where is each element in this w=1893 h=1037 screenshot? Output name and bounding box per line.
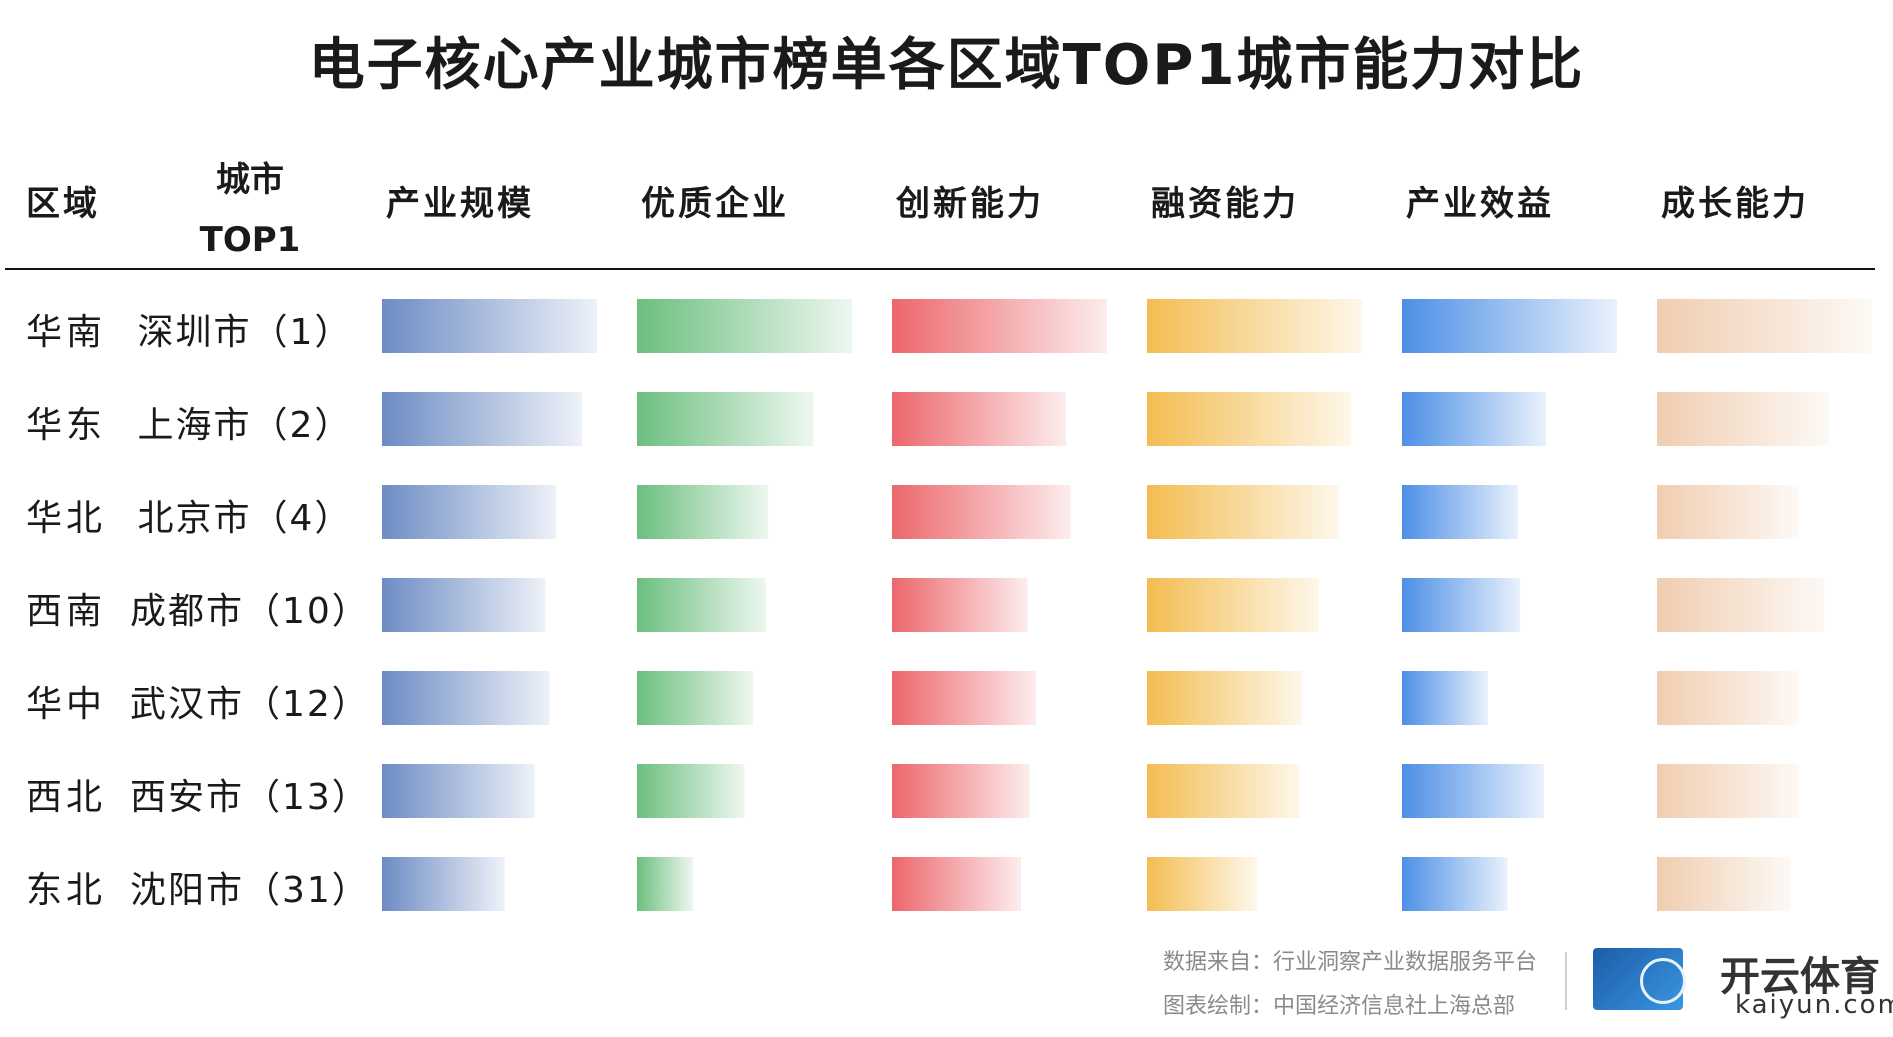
bar-row6-metric5 (1657, 857, 1791, 911)
bar-row2-metric3 (1147, 485, 1339, 539)
bar-row6-metric0 (382, 857, 505, 911)
watermark-url: kaiyun.com (1735, 990, 1893, 1020)
bar-row2-metric5 (1657, 485, 1799, 539)
header-metric-0: 产业规模 (386, 184, 534, 224)
header-metric-4: 产业效益 (1406, 184, 1554, 224)
row-city-5: 西安市（13） (130, 777, 370, 818)
bar-row5-metric0 (382, 764, 535, 818)
bar-row4-metric2 (892, 671, 1037, 725)
bar-row4-metric3 (1147, 671, 1302, 725)
bar-row2-metric1 (637, 485, 769, 539)
bar-row2-metric2 (892, 485, 1071, 539)
row-city-4: 武汉市（12） (130, 684, 370, 725)
row-region-6: 东北 (26, 870, 107, 911)
bar-row0-metric3 (1147, 299, 1362, 353)
bar-row4-metric1 (637, 671, 754, 725)
bar-row3-metric4 (1402, 578, 1521, 632)
row-city-0: 深圳市（1） (137, 312, 353, 353)
bar-row1-metric5 (1657, 392, 1829, 446)
watermark-brand: 开云体育 (1720, 954, 1880, 1000)
row-city-6: 沈阳市（31） (130, 870, 370, 911)
bar-row5-metric2 (892, 764, 1030, 818)
bar-row2-metric4 (1402, 485, 1519, 539)
bar-row0-metric0 (382, 299, 597, 353)
header-metric-2: 创新能力 (896, 184, 1044, 224)
row-region-0: 华南 (26, 312, 107, 353)
row-city-2: 北京市（4） (137, 498, 353, 539)
header-metric-1: 优质企业 (641, 184, 789, 224)
bar-row0-metric1 (637, 299, 852, 353)
header-city: 城市 TOP1 (180, 150, 320, 270)
bar-row3-metric1 (637, 578, 766, 632)
header-divider (5, 268, 1875, 270)
row-region-3: 西南 (26, 591, 107, 632)
bar-row1-metric4 (1402, 392, 1547, 446)
row-region-2: 华北 (26, 498, 107, 539)
header-region: 区域 (26, 184, 100, 224)
row-region-5: 西北 (26, 777, 107, 818)
bar-row1-metric1 (637, 392, 814, 446)
bar-row3-metric5 (1657, 578, 1825, 632)
bar-row5-metric3 (1147, 764, 1300, 818)
bar-row1-metric2 (892, 392, 1067, 446)
bar-row3-metric3 (1147, 578, 1319, 632)
bar-row0-metric5 (1657, 299, 1872, 353)
row-city-3: 成都市（10） (130, 591, 370, 632)
bar-row2-metric0 (382, 485, 557, 539)
globe-icon (1640, 958, 1686, 1004)
bar-row4-metric5 (1657, 671, 1799, 725)
bar-row6-metric4 (1402, 857, 1508, 911)
bar-row0-metric4 (1402, 299, 1617, 353)
bar-row0-metric2 (892, 299, 1107, 353)
row-region-4: 华中 (26, 684, 107, 725)
bar-row1-metric0 (382, 392, 582, 446)
bar-row6-metric3 (1147, 857, 1257, 911)
bar-row5-metric4 (1402, 764, 1544, 818)
data-source: 数据来自：行业洞察产业数据服务平台 (1163, 950, 1538, 975)
bar-row5-metric1 (637, 764, 745, 818)
chart-credit: 图表绘制：中国经济信息社上海总部 (1163, 994, 1516, 1019)
bar-row3-metric2 (892, 578, 1028, 632)
bar-row6-metric2 (892, 857, 1021, 911)
footer-divider (1565, 952, 1567, 1010)
bar-row4-metric4 (1402, 671, 1488, 725)
header-metric-5: 成长能力 (1661, 184, 1809, 224)
row-city-1: 上海市（2） (137, 405, 353, 446)
bar-row1-metric3 (1147, 392, 1352, 446)
header-city-line2: TOP1 (199, 220, 301, 260)
row-region-1: 华东 (26, 405, 107, 446)
bar-row3-metric0 (382, 578, 546, 632)
bar-row4-metric0 (382, 671, 550, 725)
header-city-line1: 城市 (216, 160, 284, 200)
header-metric-3: 融资能力 (1151, 184, 1299, 224)
bar-row5-metric5 (1657, 764, 1799, 818)
bar-row6-metric1 (637, 857, 693, 911)
chart-title: 电子核心产业城市榜单各区域TOP1城市能力对比 (308, 33, 1585, 98)
